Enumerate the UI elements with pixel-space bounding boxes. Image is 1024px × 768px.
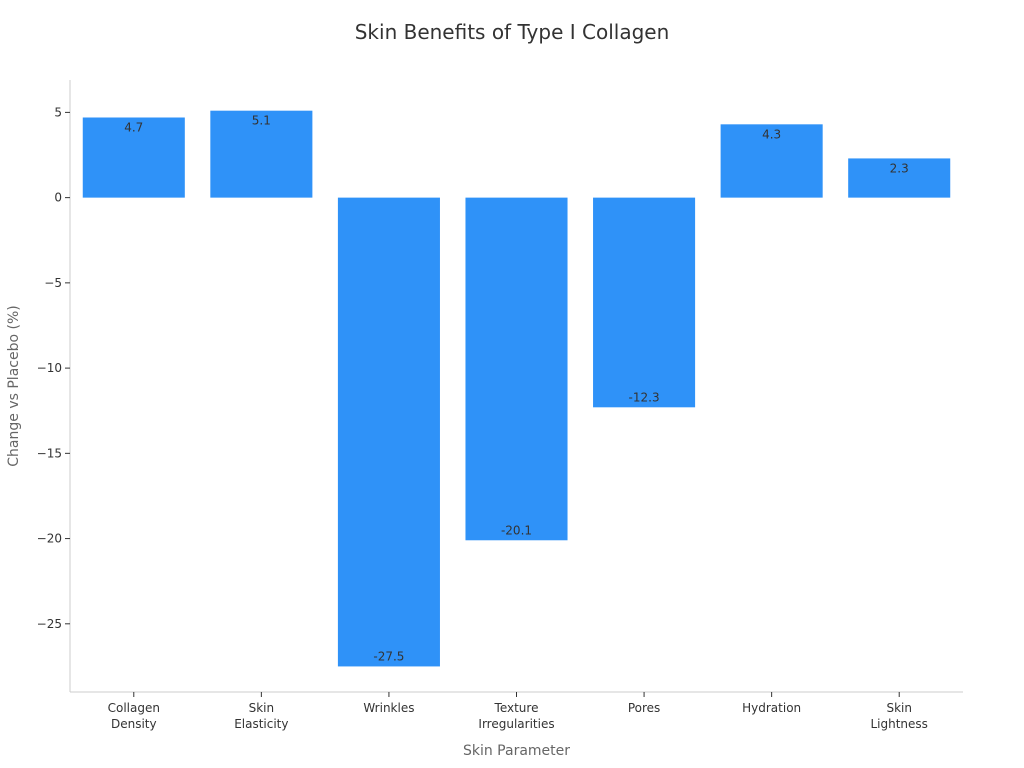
y-tick-label: 5 — [54, 105, 62, 119]
bar-value-label: 4.7 — [124, 121, 143, 135]
x-tick-label: Skin — [886, 701, 912, 715]
y-tick-label: 0 — [54, 191, 62, 205]
x-tick-label: Skin — [249, 701, 275, 715]
bar — [210, 110, 313, 198]
y-tick-label: −10 — [37, 361, 62, 375]
bar — [593, 197, 696, 408]
x-tick-label: Lightness — [870, 717, 927, 731]
x-tick-label: Density — [111, 717, 157, 731]
x-tick-label: Irregularities — [478, 717, 554, 731]
bar-value-label: -12.3 — [629, 390, 660, 404]
bar — [848, 158, 951, 198]
x-tick-label: Texture — [494, 701, 539, 715]
bar-value-label: -20.1 — [501, 523, 532, 537]
bar-value-label: 4.3 — [762, 127, 781, 141]
y-tick-label: −15 — [37, 446, 62, 460]
x-tick-label: Elasticity — [234, 717, 288, 731]
bar — [465, 197, 568, 541]
y-tick-label: −25 — [37, 617, 62, 631]
x-tick-label: Collagen — [108, 701, 160, 715]
x-tick-label: Wrinkles — [363, 701, 414, 715]
bar — [82, 117, 185, 198]
x-tick-label: Hydration — [742, 701, 801, 715]
bar-value-label: 2.3 — [890, 161, 909, 175]
y-tick-label: −20 — [37, 532, 62, 546]
bar-value-label: -27.5 — [373, 649, 404, 663]
bar — [337, 197, 440, 667]
x-tick-label: Pores — [628, 701, 660, 715]
bar — [720, 124, 823, 198]
bar-value-label: 5.1 — [252, 114, 271, 128]
y-tick-label: −5 — [44, 276, 62, 290]
y-axis-title: Change vs Placebo (%) — [6, 305, 22, 466]
chart-title: Skin Benefits of Type I Collagen — [354, 20, 670, 44]
x-axis-title: Skin Parameter — [463, 743, 570, 759]
